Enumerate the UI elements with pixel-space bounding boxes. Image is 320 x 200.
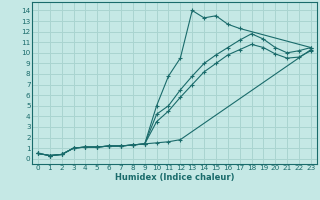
X-axis label: Humidex (Indice chaleur): Humidex (Indice chaleur): [115, 173, 234, 182]
